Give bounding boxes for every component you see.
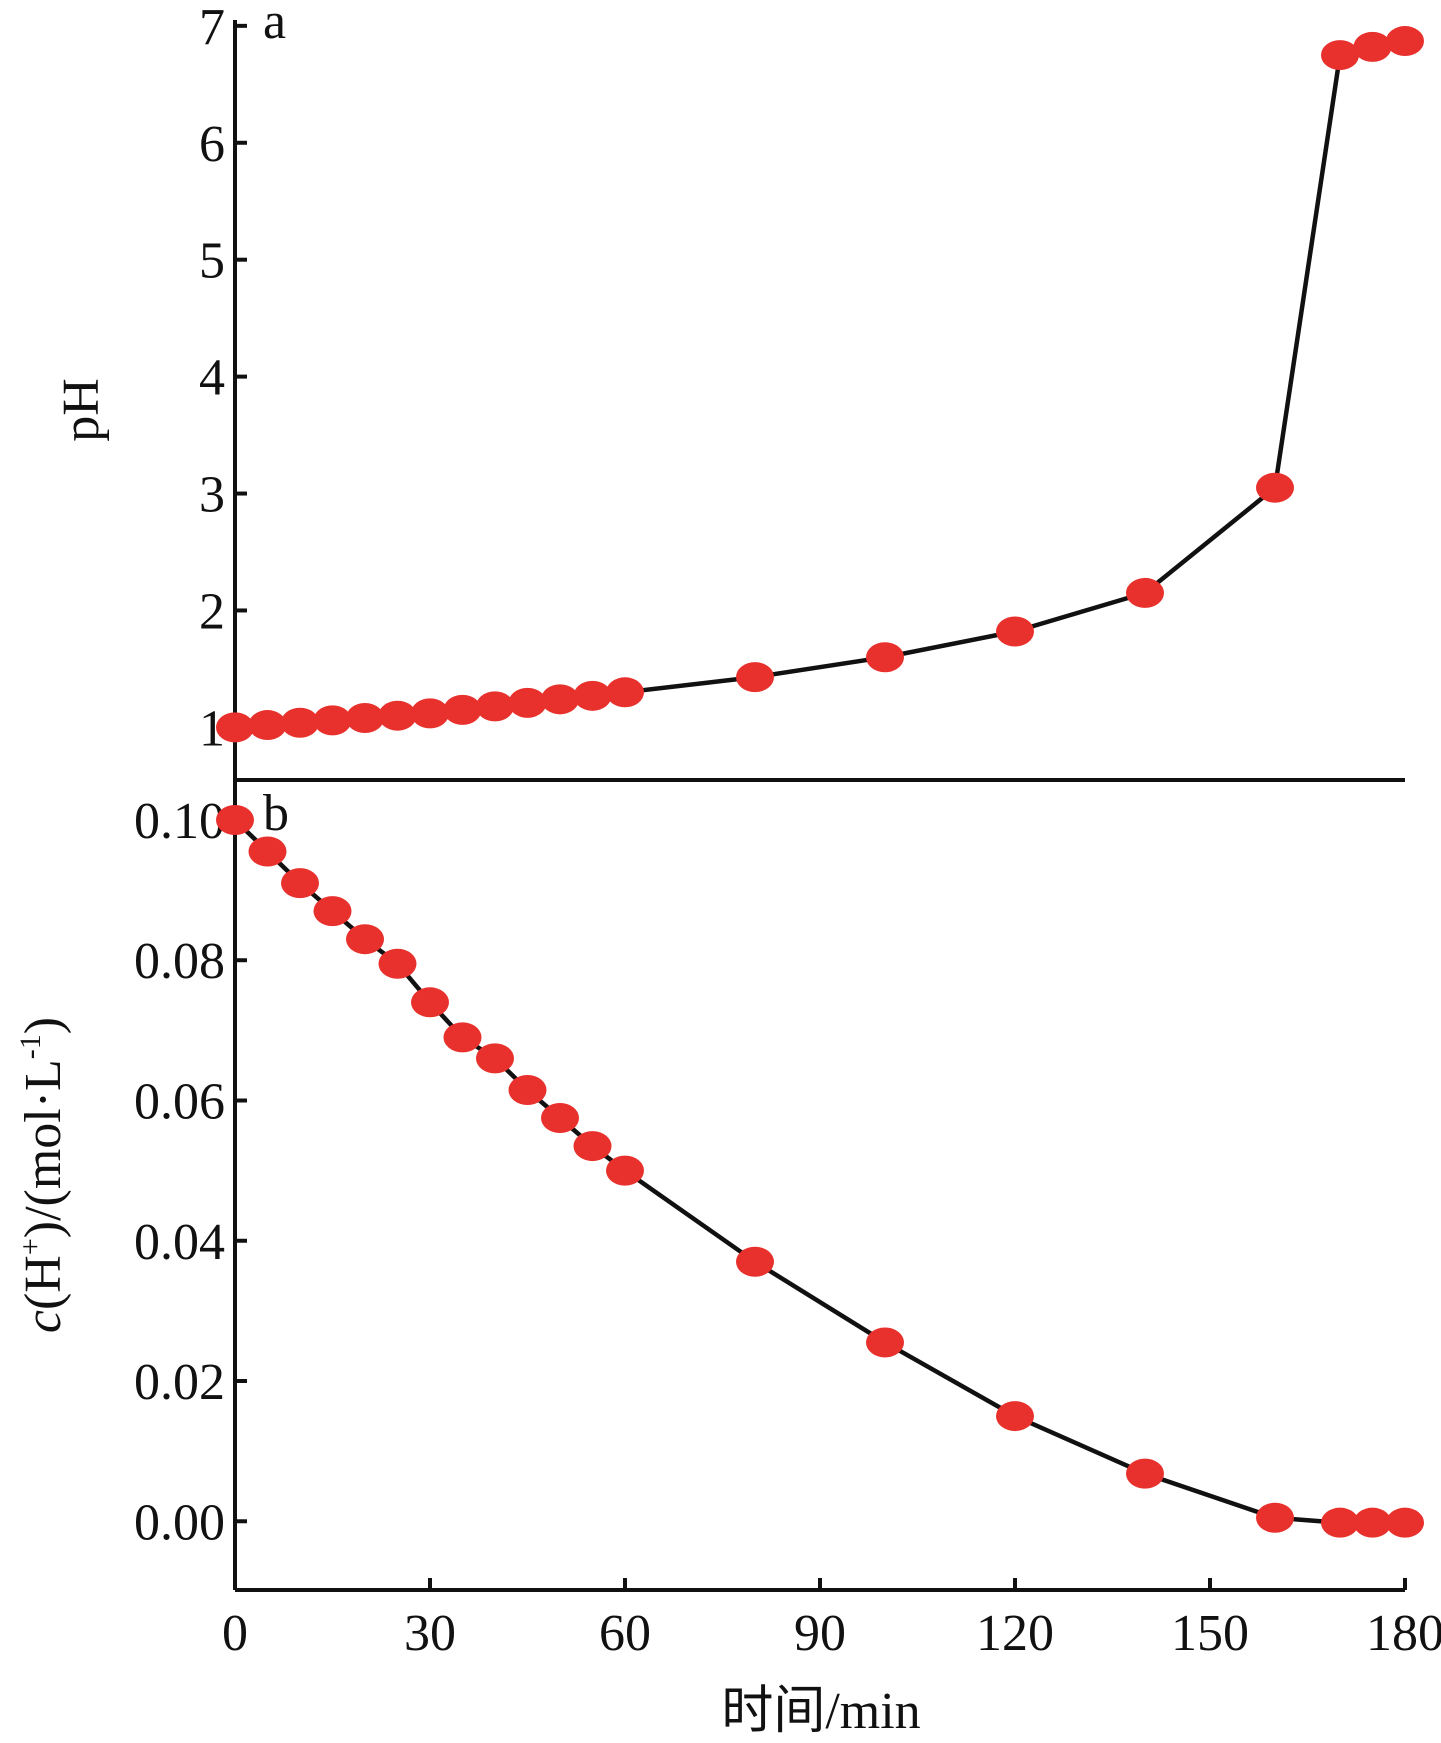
panel-a-data-point — [606, 677, 644, 708]
x-tick-label: 30 — [404, 1605, 456, 1662]
panel-b-data-point — [573, 1131, 612, 1162]
panel-a-y-axis-title: pH — [53, 378, 110, 442]
panel-a-y-tick-label: 2 — [199, 583, 225, 640]
panel-a-series — [216, 26, 1424, 743]
panel-b-h-concentration: b c(H+)/(mol·L-1) 时间/min 0.000.020.040.0… — [14, 778, 1441, 1740]
x-tick-label: 120 — [976, 1605, 1054, 1662]
panel-a-data-point — [1386, 26, 1424, 57]
panel-b-data-point — [313, 896, 352, 927]
panel-b-data-point — [1321, 1507, 1359, 1538]
panel-a-y-tick-label: 4 — [199, 350, 225, 407]
panel-a-data-point — [1321, 40, 1359, 71]
panel-b-data-point — [1126, 1458, 1164, 1489]
x-tick-label: 0 — [222, 1605, 248, 1662]
panel-a-data-point — [411, 698, 449, 729]
y-title-part-close: ) — [15, 1017, 72, 1034]
panel-b-axes: 0.00 0.02 0.04 0.06 0.08 0.10 0 30 60 90 120 150 180 — [134, 778, 1441, 1662]
panel-a-label: a — [263, 0, 286, 50]
panel-a-data-point — [541, 684, 579, 715]
panel-b-data-point — [866, 1327, 904, 1358]
x-tick-label: 180 — [1366, 1605, 1441, 1662]
panel-a-data-point — [216, 712, 254, 743]
panel-b-data-point — [736, 1246, 774, 1277]
y-title-part-c: c — [15, 1310, 72, 1333]
panel-b-data-point — [1386, 1507, 1424, 1538]
panel-a-data-point — [281, 707, 319, 738]
y-title-part-plus: + — [14, 1238, 47, 1255]
panel-b-label: b — [263, 785, 289, 842]
panel-a-data-point — [1126, 577, 1164, 608]
panel-b-data-point — [606, 1155, 644, 1186]
panel-b-y-tick-label: 0.08 — [134, 933, 225, 990]
panel-b-data-point — [1353, 1507, 1392, 1538]
panel-a-data-point — [1353, 31, 1392, 62]
panel-b-data-point — [281, 868, 319, 899]
panel-b-y-tick-label: 0.00 — [134, 1494, 225, 1551]
panel-a-data-point — [1256, 472, 1294, 503]
panel-a-series-line — [234, 38, 1406, 730]
panel-a-data-point — [313, 705, 352, 736]
y-title-part-h: (H — [15, 1255, 72, 1310]
panel-b-data-point — [508, 1074, 547, 1105]
panel-a-y-tick-label: 3 — [199, 467, 225, 524]
panel-b-series-line — [233, 818, 1405, 1525]
panel-a-y-tick-label: 5 — [199, 233, 225, 290]
panel-a-data-point — [866, 642, 904, 673]
x-tick-label: 60 — [599, 1605, 651, 1662]
panel-a-data-point — [573, 680, 612, 711]
panel-a-data-point — [736, 662, 774, 693]
panel-b-data-point — [541, 1103, 579, 1134]
panel-b-data-point — [443, 1022, 482, 1053]
x-tick-label: 150 — [1171, 1605, 1249, 1662]
x-axis-title: 时间/min — [721, 1683, 920, 1740]
panel-b-data-point — [378, 948, 417, 979]
panel-b-data-point — [476, 1043, 514, 1074]
panel-b-series — [216, 804, 1424, 1538]
y-title-part-unit: )/(mol·L — [15, 1059, 72, 1238]
panel-b-data-point — [346, 924, 384, 955]
y-title-part-minus-one: -1 — [14, 1034, 47, 1059]
panel-b-data-point — [1256, 1502, 1294, 1533]
panel-b-y-tick-label: 0.06 — [134, 1073, 225, 1130]
panel-b-data-point — [411, 987, 449, 1018]
panel-a-data-point — [378, 700, 417, 731]
panel-a-y-tick-label: 6 — [199, 116, 225, 173]
panel-b-y-axis-title: c(H+)/(mol·L-1) — [14, 1017, 72, 1333]
panel-b-y-tick-label: 0.04 — [134, 1214, 225, 1271]
panel-b-data-point — [248, 836, 287, 867]
panel-b-y-tick-label: 0.02 — [134, 1354, 225, 1411]
x-tick-label: 90 — [794, 1605, 846, 1662]
panel-a-data-point — [508, 687, 547, 718]
panel-a-data-point — [996, 616, 1034, 647]
panel-a-data-point — [248, 710, 287, 741]
panel-b-y-tick-label: 0.10 — [134, 793, 225, 850]
panel-a-y-tick-label: 7 — [199, 0, 225, 56]
panel-a-data-point — [476, 691, 514, 722]
panel-b-data-point — [216, 804, 254, 835]
panel-b-data-point — [996, 1401, 1034, 1432]
panel-a-data-point — [443, 694, 482, 725]
panel-a-data-point — [346, 703, 384, 734]
